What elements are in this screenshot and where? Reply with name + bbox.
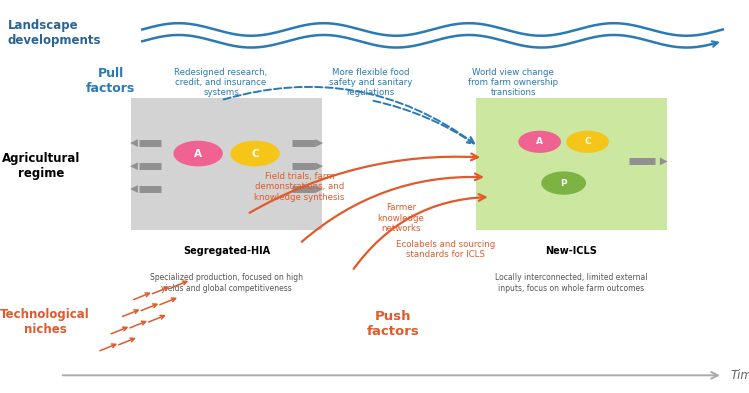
Text: More flexible food
safety and sanitary
regulations: More flexible food safety and sanitary r… [329,68,413,97]
Ellipse shape [173,141,223,166]
Ellipse shape [230,141,279,166]
Text: Technological
niches: Technological niches [0,308,90,336]
FancyBboxPatch shape [131,98,322,230]
Text: Time: Time [730,369,749,382]
Text: Ecolabels and sourcing
standards for ICLS: Ecolabels and sourcing standards for ICL… [396,240,495,259]
Text: C: C [251,149,259,158]
Ellipse shape [542,171,586,195]
Text: Specialized production, focused on high
yields and global competitiveness: Specialized production, focused on high … [150,273,303,292]
Ellipse shape [566,131,609,153]
Text: Field trials, farm
demonstrations, and
knowledge synthesis: Field trials, farm demonstrations, and k… [255,172,345,202]
Text: C: C [584,137,591,146]
Text: Redesigned research,
credit, and insurance
systems: Redesigned research, credit, and insuran… [175,68,267,97]
Text: New-ICLS: New-ICLS [545,246,597,255]
Text: Landscape
developments: Landscape developments [7,19,101,48]
Text: P: P [560,178,567,187]
Text: Segregated-HIA: Segregated-HIA [183,246,270,255]
Text: A: A [194,149,202,158]
Text: World view change
from farm ownership
transitions: World view change from farm ownership tr… [468,68,558,97]
Text: A: A [536,137,543,146]
Text: Pull
factors: Pull factors [86,66,136,95]
Text: Farmer
knowledge
networks: Farmer knowledge networks [377,203,424,233]
Text: Push
factors: Push factors [367,310,419,338]
Ellipse shape [518,131,561,153]
FancyBboxPatch shape [476,98,667,230]
Text: Agricultural
regime: Agricultural regime [2,152,80,180]
Text: Locally interconnected, limited external
inputs, focus on whole farm outcomes: Locally interconnected, limited external… [495,273,647,292]
